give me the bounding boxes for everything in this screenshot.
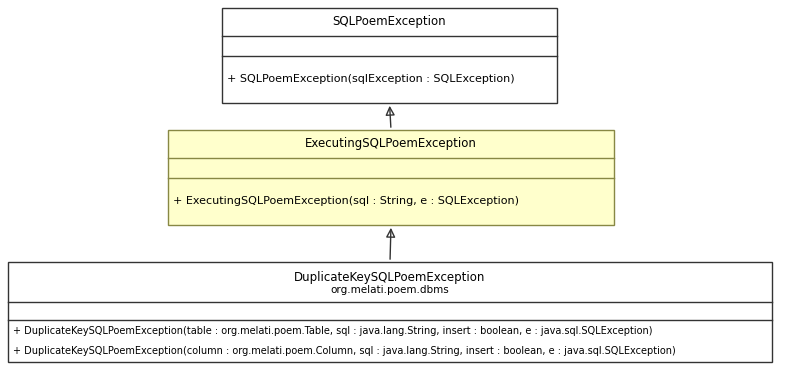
Text: + SQLPoemException(sqlException : SQLException): + SQLPoemException(sqlException : SQLExc… (227, 75, 515, 85)
Bar (168, 130, 614, 225)
Text: + DuplicateKeySQLPoemException(column : org.melati.poem.Column, sql : java.lang.: + DuplicateKeySQLPoemException(column : … (13, 347, 676, 357)
Text: SQLPoemException: SQLPoemException (333, 16, 446, 28)
Text: DuplicateKeySQLPoemException: DuplicateKeySQLPoemException (294, 270, 486, 283)
Text: + DuplicateKeySQLPoemException(table : org.melati.poem.Table, sql : java.lang.St: + DuplicateKeySQLPoemException(table : o… (13, 326, 652, 335)
Text: org.melati.poem.dbms: org.melati.poem.dbms (331, 285, 449, 295)
Bar (8, 262, 772, 362)
Text: + ExecutingSQLPoemException(sql : String, e : SQLException): + ExecutingSQLPoemException(sql : String… (173, 197, 519, 207)
Bar (222, 8, 557, 103)
Text: ExecutingSQLPoemException: ExecutingSQLPoemException (305, 138, 477, 150)
